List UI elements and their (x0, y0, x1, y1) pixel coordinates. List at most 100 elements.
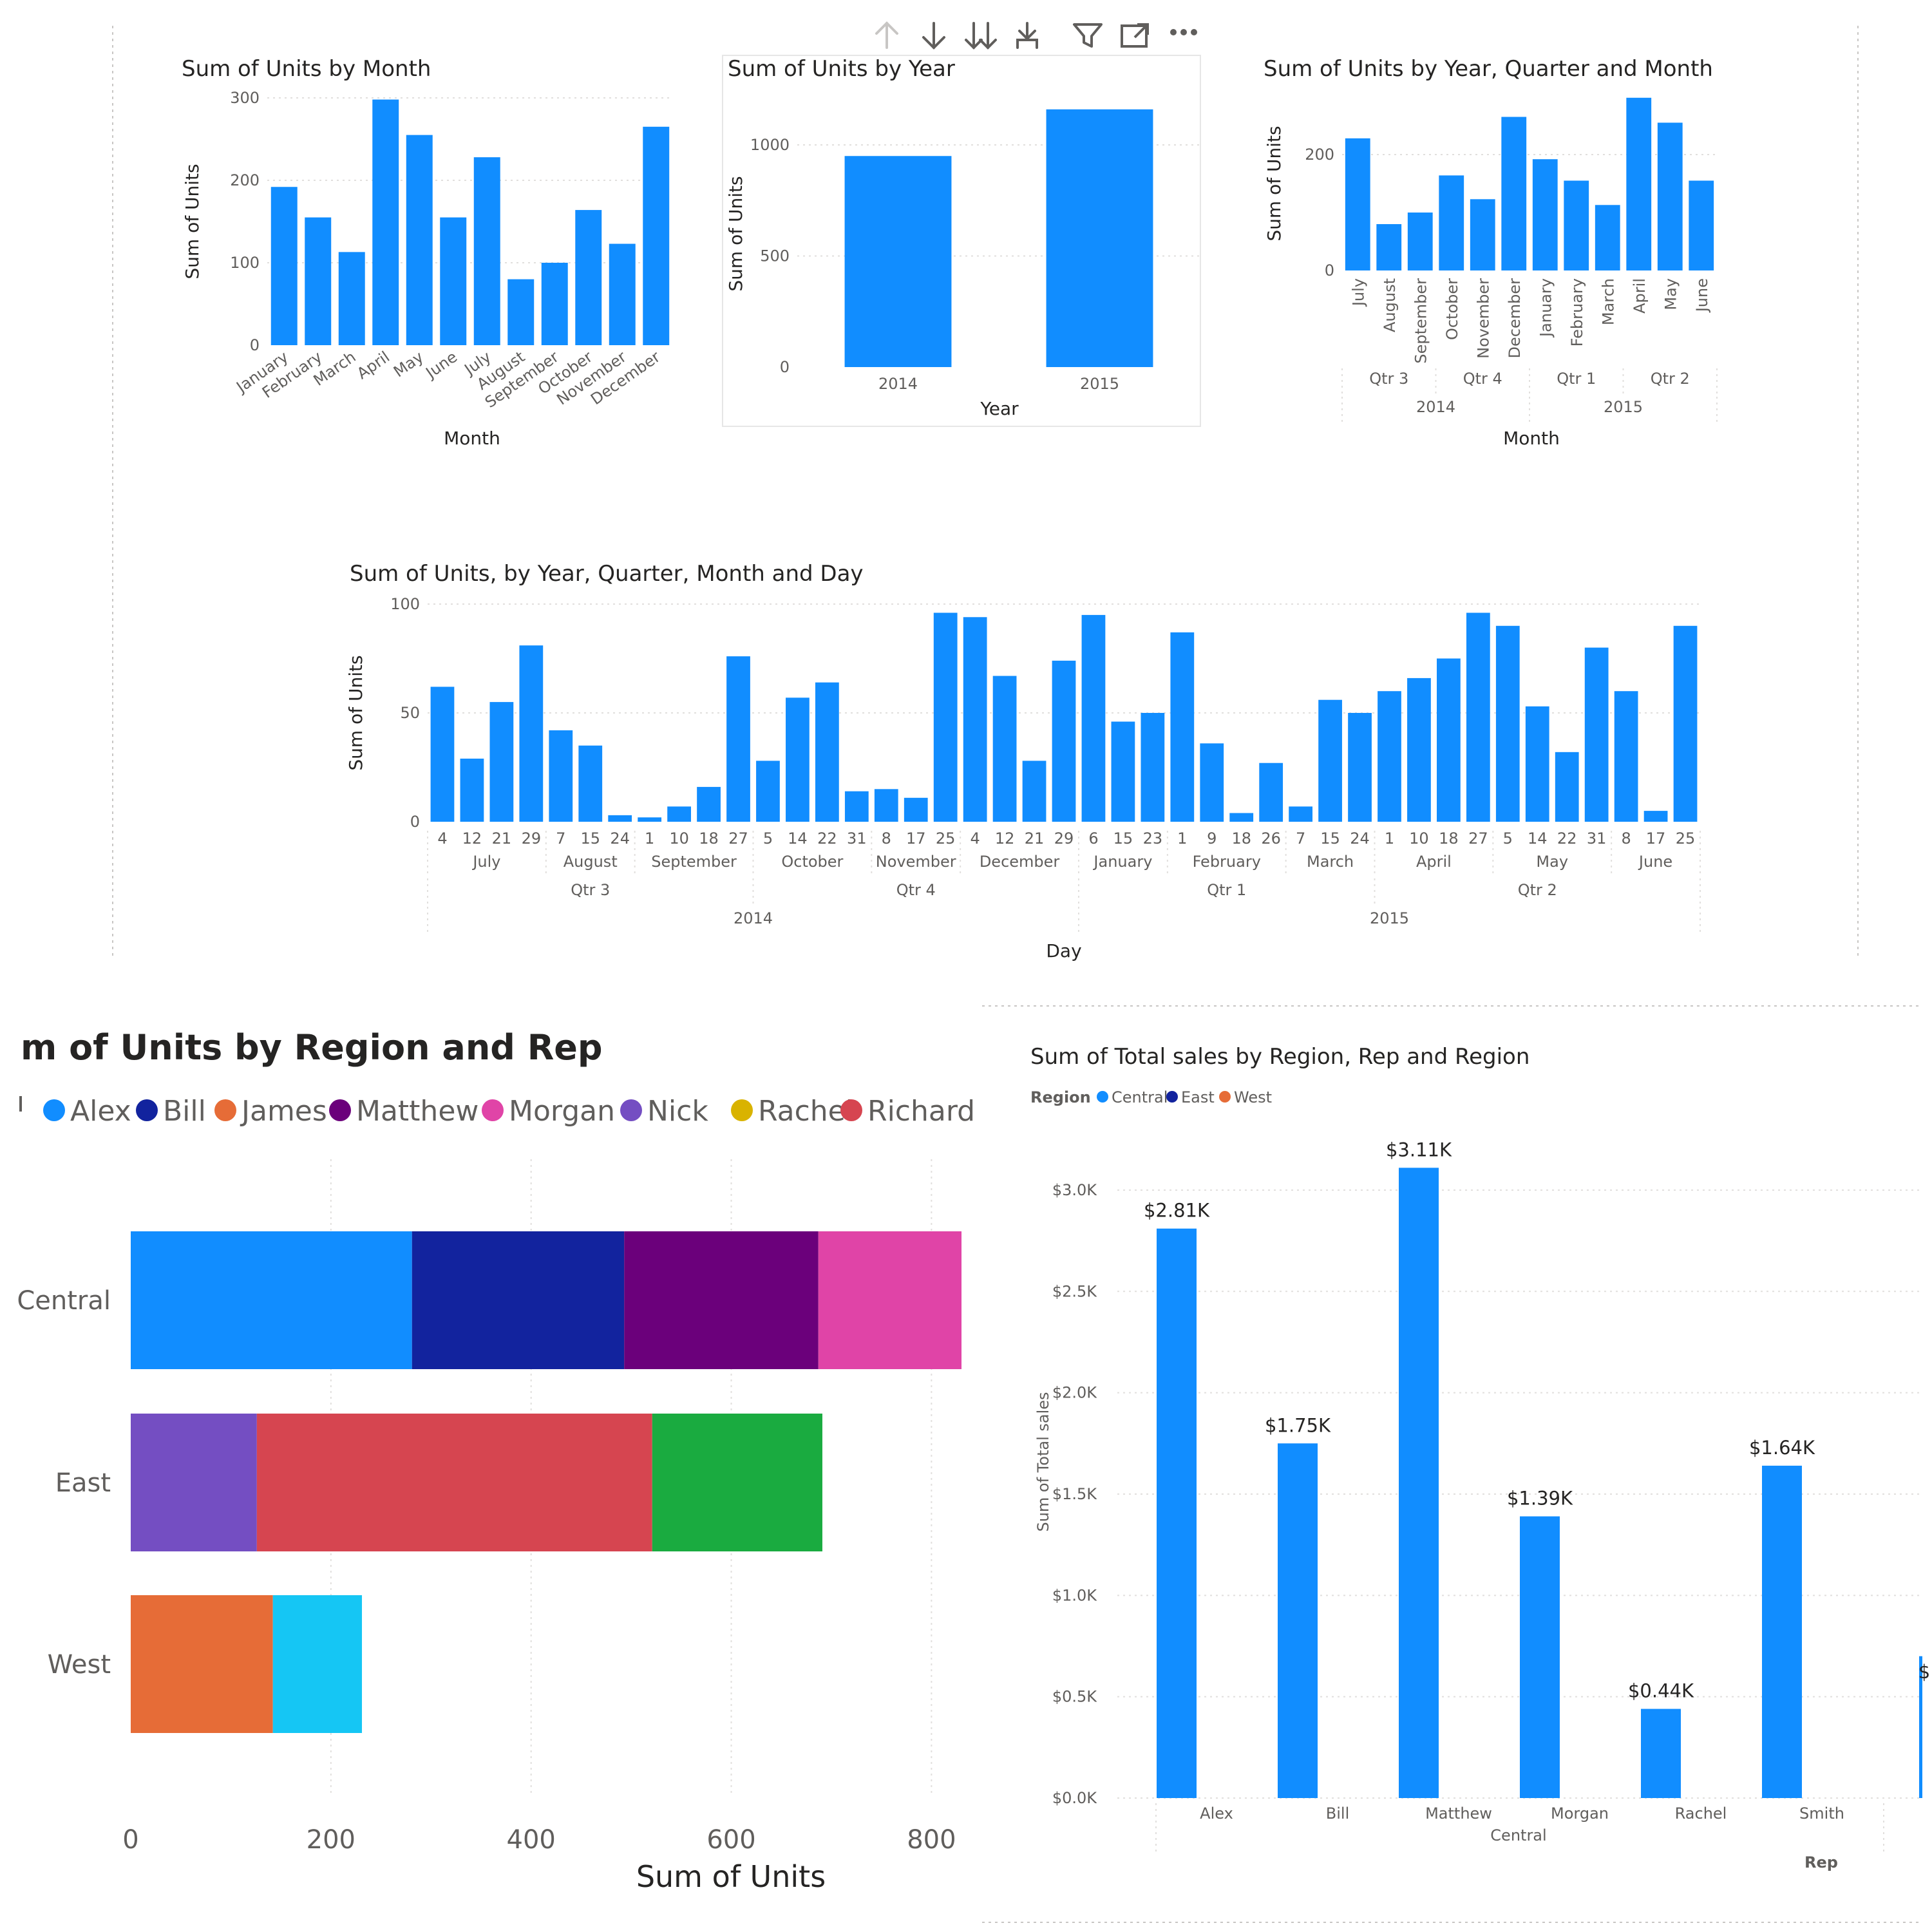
filter-icon[interactable] (1073, 23, 1103, 48)
y-tick-label: $1.5K (1052, 1485, 1097, 1503)
bar (1643, 811, 1668, 822)
bar (1466, 612, 1490, 822)
y-tick-label: 0 (780, 358, 790, 376)
x-tick-label: 9 (1207, 829, 1217, 848)
bar-segment (131, 1595, 273, 1733)
year-chart-focus-frame (722, 55, 1201, 427)
bar-segment (818, 1231, 961, 1369)
bar (1399, 1168, 1439, 1798)
month-label: May (1536, 853, 1568, 871)
x-tick-label: 21 (1025, 829, 1045, 848)
total-sales-by-region-rep-chart[interactable]: Sum of Total sales by Region, Rep and Re… (1030, 1044, 1930, 1871)
x-tick-label: 14 (788, 829, 808, 848)
y-tick-label: 100 (230, 254, 260, 272)
legend-label: Matthew (356, 1095, 478, 1128)
bar (1157, 1228, 1197, 1798)
bar (1345, 138, 1370, 270)
bar (1376, 224, 1402, 270)
quarter-label: Qtr 2 (1518, 881, 1557, 899)
x-axis-title: Year (980, 398, 1019, 419)
bar (638, 817, 662, 822)
bar (1470, 199, 1495, 270)
bar (270, 187, 298, 345)
x-tick-label: Bill (1326, 1804, 1349, 1823)
bar (756, 761, 780, 822)
bar (1520, 1516, 1560, 1798)
x-tick-label: 6 (1088, 829, 1098, 848)
bar (1022, 761, 1046, 822)
bar (1689, 180, 1714, 270)
x-tick-label: 17 (1646, 829, 1666, 848)
x-tick-label: June (1693, 278, 1711, 313)
x-tick-label: 29 (522, 829, 542, 848)
legend-label: Richard (867, 1095, 975, 1128)
bar-segment (652, 1414, 822, 1551)
legend-marker (731, 1099, 753, 1121)
x-tick-label: April (354, 348, 393, 383)
bar-segment (131, 1414, 257, 1551)
x-tick-label: 5 (763, 829, 773, 848)
bar (1318, 699, 1342, 822)
x-tick-label: Alex (1200, 1804, 1233, 1823)
x-tick-label: 15 (580, 829, 600, 848)
x-tick-label: 12 (995, 829, 1015, 848)
y-tick-label: $2.5K (1052, 1282, 1097, 1300)
y-axis-title: Sum of Units (345, 655, 366, 770)
month-label: July (471, 853, 500, 871)
units-by-day-chart[interactable]: Sum of Units, by Year, Quarter, Month an… (345, 561, 1701, 961)
bar (1614, 691, 1638, 822)
bar (844, 156, 952, 367)
chart-title: Sum of Units by Year (728, 56, 955, 82)
bar (844, 791, 869, 822)
x-tick-label: 2015 (1080, 375, 1119, 393)
bar (1532, 159, 1558, 270)
year-label: 2015 (1604, 398, 1643, 416)
x-tick-label: May (390, 348, 427, 381)
x-tick-label: October (1443, 278, 1461, 340)
bar (1141, 713, 1165, 822)
units-by-year-quarter-month-chart[interactable]: Sum of Units by Year, Quarter and Month 0… (1264, 56, 1718, 449)
month-label: September (651, 853, 737, 871)
bar (1762, 1465, 1802, 1798)
units-by-month-chart[interactable]: Sum of Units by Month 0 100 200 300 Sum of Un… (182, 56, 673, 449)
x-tick-label: 200 (307, 1825, 355, 1855)
data-label: $1.64K (1749, 1437, 1815, 1459)
bar (1641, 1709, 1681, 1798)
bar (1584, 647, 1609, 822)
expand-hierarchy-icon[interactable] (1016, 22, 1038, 49)
x-tick-label: 7 (556, 829, 565, 848)
legend-marker (1166, 1091, 1178, 1103)
y-tick-label: $0.5K (1052, 1688, 1097, 1706)
units-by-year-chart[interactable]: Sum of Units by Year 0 500 1000 Sum of Units… (725, 56, 1200, 419)
bar (575, 210, 602, 345)
drill-up-icon[interactable] (875, 21, 898, 49)
legend-label: James (240, 1095, 327, 1128)
x-tick-label: July (1349, 278, 1367, 307)
legend-label: West (1234, 1088, 1272, 1106)
x-tick-label: 27 (728, 829, 748, 848)
x-tick-label: 18 (1231, 829, 1251, 848)
month-label: August (564, 853, 618, 871)
x-tick-label: November (1474, 278, 1492, 359)
x-tick-label: 25 (1676, 829, 1696, 848)
x-tick-label: 29 (1054, 829, 1074, 848)
x-tick-label: 25 (936, 829, 956, 848)
x-tick-label: 15 (1113, 829, 1133, 848)
y-axis-title: Sum of Units (1264, 126, 1285, 241)
bar (489, 702, 514, 822)
more-options-icon[interactable] (1170, 29, 1197, 35)
y-tick-label: West (48, 1650, 111, 1680)
expand-next-level-icon[interactable] (965, 22, 997, 50)
drill-down-icon[interactable] (922, 22, 945, 50)
units-by-region-rep-chart[interactable]: m of Units by Region and Rep Alex Bill Jame… (17, 1027, 975, 1894)
bar (1046, 109, 1153, 368)
bar (1525, 706, 1549, 822)
x-tick-label: 18 (699, 829, 719, 848)
y-tick-label: Central (17, 1286, 111, 1316)
bar (608, 815, 632, 822)
bar (1919, 1656, 1922, 1798)
focus-mode-icon[interactable] (1121, 23, 1149, 48)
legend-label: Morgan (509, 1095, 615, 1128)
y-tick-label: 0 (1325, 261, 1334, 279)
x-tick-label: 26 (1261, 829, 1281, 848)
